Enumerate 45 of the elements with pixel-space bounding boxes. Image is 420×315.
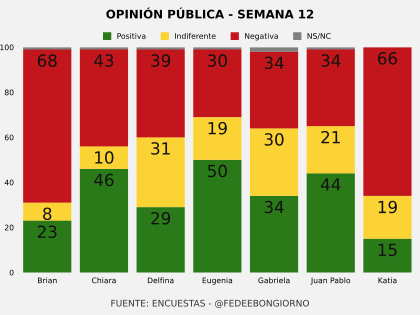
data-label: 34 — [264, 200, 284, 214]
data-label: 43 — [94, 54, 114, 67]
source-note: FUENTE: ENCUESTAS - @FEDEEBONGIORNO — [111, 300, 309, 308]
bar — [80, 146, 128, 169]
bar — [80, 50, 128, 146]
bar — [136, 137, 185, 208]
bar — [363, 196, 412, 239]
data-label: 68 — [38, 54, 57, 67]
bar — [23, 220, 72, 272]
bar — [23, 202, 72, 221]
data-label: 23 — [38, 225, 57, 238]
bar — [136, 50, 185, 138]
bar — [250, 47, 298, 52]
bar — [80, 168, 128, 272]
data-label: 8 — [43, 207, 52, 220]
bar — [306, 126, 355, 174]
data-label: 39 — [151, 54, 170, 67]
bar — [306, 173, 355, 272]
bar — [250, 52, 298, 128]
data-label: 19 — [378, 200, 397, 214]
data-label: 31 — [151, 142, 170, 155]
bar — [23, 50, 72, 203]
data-label: 66 — [378, 52, 398, 65]
data-label: 50 — [208, 164, 227, 178]
bar — [250, 128, 298, 196]
data-label: 30 — [208, 54, 227, 67]
chart-title: OPINIÓN PÚBLICA - SEMANA 12 — [106, 8, 314, 19]
data-label: 46 — [94, 174, 114, 186]
bar — [363, 238, 412, 272]
data-label: 10 — [95, 151, 114, 164]
data-label: 19 — [208, 122, 227, 134]
data-label: 44 — [320, 178, 340, 191]
data-label: 34 — [321, 54, 340, 67]
bar — [193, 50, 242, 118]
bar — [193, 160, 242, 272]
bar — [250, 196, 298, 272]
data-label: 34 — [264, 56, 284, 70]
bar — [136, 207, 185, 272]
data-label: 29 — [151, 212, 170, 225]
bar — [363, 47, 412, 196]
data-label: 21 — [321, 130, 340, 144]
data-label: 15 — [378, 244, 397, 256]
bar — [306, 50, 355, 126]
data-label: 30 — [264, 133, 284, 146]
bar — [193, 117, 242, 160]
